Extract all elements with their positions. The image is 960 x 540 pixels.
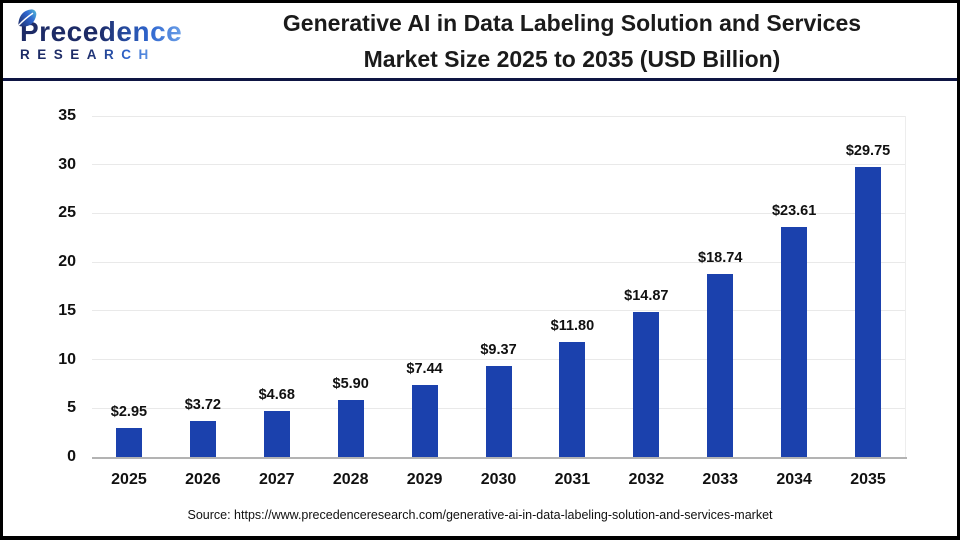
y-axis-tick-30: 30 (58, 155, 76, 173)
y-axis-tick-0: 0 (67, 448, 76, 465)
value-label-2031: $11.80 (550, 318, 595, 335)
y-axis-tick-10: 10 (58, 350, 76, 368)
logo-subtext: RESEARCH (20, 47, 156, 63)
x-axis-label-2031: 2031 (554, 471, 591, 488)
x-axis-label-2028: 2028 (332, 471, 369, 488)
y-axis-tick-20: 20 (58, 253, 76, 271)
value-label-2035: $29.75 (845, 143, 891, 160)
x-axis-label-2029: 2029 (406, 471, 443, 488)
bar-2032 (633, 312, 660, 457)
precedence-research-logo: Precedence RESEARCH (3, 9, 205, 64)
title-line-2: Market Size 2025 to 2035 (USD Billion) (363, 45, 781, 72)
bar-2028 (337, 399, 364, 457)
x-axis-label-2033: 2033 (702, 471, 739, 488)
value-label-2034: $23.61 (771, 202, 817, 219)
title-line-1: Generative AI in Data Labeling Solution … (282, 9, 862, 36)
value-label-2028: $5.90 (332, 375, 369, 392)
gridline-y30 (92, 164, 905, 166)
y-axis-tick-25: 25 (58, 204, 76, 222)
value-label-2025: $2.95 (110, 404, 148, 421)
value-label-2029: $7.44 (406, 360, 443, 377)
bar-2033 (707, 274, 734, 457)
x-axis-label-2034: 2034 (776, 471, 812, 488)
source-link: Source: https://www.precedenceresearch.c… (187, 508, 773, 522)
bar-2030 (485, 365, 512, 457)
value-label-2026: $3.72 (184, 396, 221, 413)
bar-2035 (855, 167, 882, 457)
gridline-y35 (92, 115, 905, 117)
gridline-y10 (92, 359, 905, 361)
y-axis-tick-15: 15 (58, 301, 76, 319)
x-axis-label-2025: 2025 (111, 471, 147, 488)
bar-2031 (559, 342, 586, 457)
x-axis-label-2027: 2027 (258, 471, 295, 488)
y-axis-tick-5: 5 (67, 399, 76, 417)
chart-title: Generative AI in Data Labeling Solution … (205, 5, 957, 77)
leaf-icon (17, 9, 37, 27)
x-axis-label-2032: 2032 (628, 471, 665, 488)
gridline-y15 (92, 310, 905, 312)
bar-2027 (263, 411, 290, 457)
gridline-y25 (92, 212, 905, 214)
bar-chart: 0 5 10 15 20 25 30 35 $2.95 2025 $3.72 2026 $4.68 202… (3, 84, 957, 506)
plot-right-border (905, 116, 906, 457)
value-label-2027: $4.68 (258, 387, 295, 404)
header-divider (3, 78, 957, 81)
y-axis-tick-35: 35 (58, 107, 76, 124)
value-label-2032: $14.87 (624, 288, 669, 305)
logo-brand-text: Precedence (20, 15, 183, 47)
gridline-y20 (92, 261, 905, 263)
x-axis-label-2035: 2035 (850, 471, 886, 488)
value-label-2033: $18.74 (698, 250, 743, 267)
value-label-2030: $9.37 (480, 341, 517, 358)
bar-2026 (189, 420, 216, 457)
bar-2029 (411, 384, 438, 457)
bar-2034 (781, 226, 808, 457)
bar-2025 (115, 428, 142, 457)
x-axis-line (92, 457, 907, 459)
x-axis-label-2026: 2026 (185, 471, 221, 488)
header: Precedence RESEARCH Generative AI in Dat… (3, 3, 957, 78)
x-axis-label-2030: 2030 (480, 471, 517, 488)
